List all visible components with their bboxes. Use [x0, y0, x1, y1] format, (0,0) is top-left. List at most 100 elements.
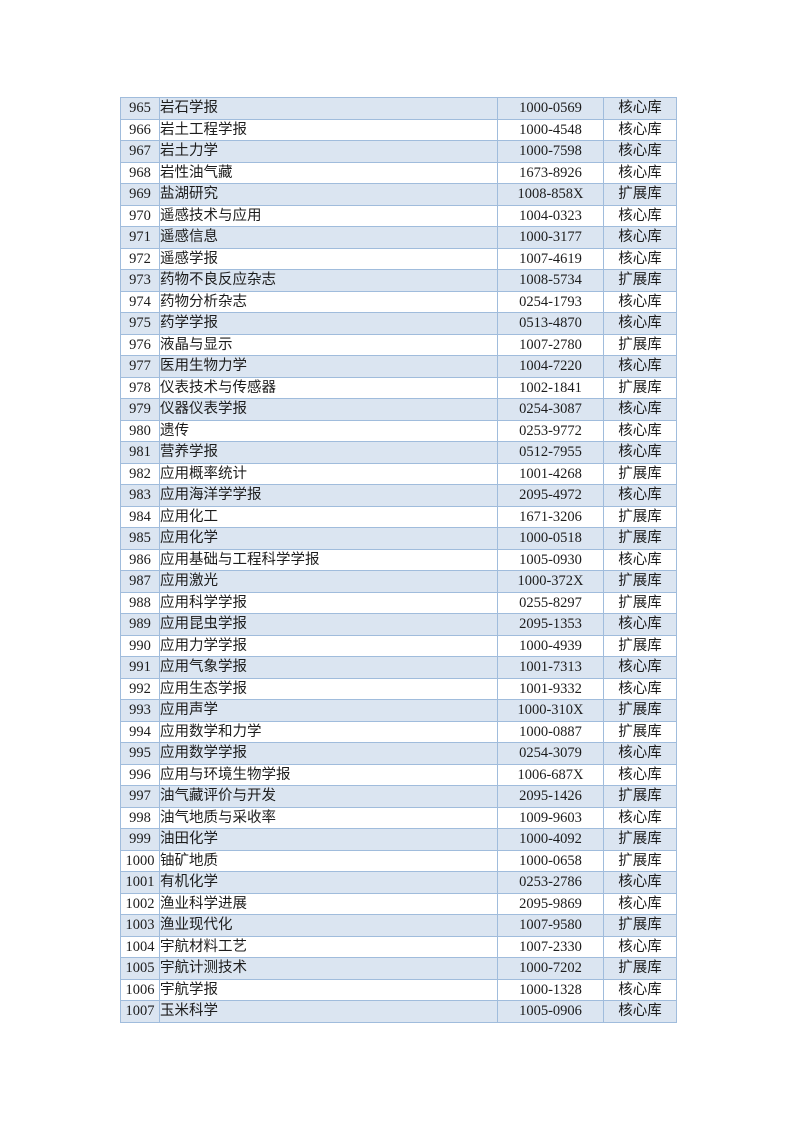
journal-name-cell: 应用气象学报: [159, 656, 498, 679]
journal-name-cell: 仪表技术与传感器: [159, 376, 498, 399]
journal-issn-cell: 0513-4870: [497, 312, 604, 335]
table-row: 966 岩土工程学报 1000-4548 核心库: [120, 118, 677, 141]
journal-issn-cell: 2095-1353: [497, 613, 604, 636]
journal-issn-cell: 1008-858X: [497, 183, 604, 206]
table-row: 977 医用生物力学 1004-7220 核心库: [120, 355, 677, 378]
journal-name-cell: 应用昆虫学报: [159, 613, 498, 636]
journal-name-cell: 油田化学: [159, 828, 498, 851]
table-row: 1005 宇航计测技术 1000-7202 扩展库: [120, 957, 677, 980]
journal-category-cell: 扩展库: [603, 183, 677, 206]
journal-name-cell: 岩石学报: [159, 97, 498, 120]
journal-number-cell: 985: [120, 527, 160, 550]
journal-name-cell: 应用化学: [159, 527, 498, 550]
journal-category-cell: 核心库: [603, 247, 677, 270]
table-row: 993 应用声学 1000-310X 扩展库: [120, 699, 677, 722]
journal-name-cell: 宇航计测技术: [159, 957, 498, 980]
table-row: 1007 玉米科学 1005-0906 核心库: [120, 1000, 677, 1023]
table-row: 989 应用昆虫学报 2095-1353 核心库: [120, 613, 677, 636]
journal-number-cell: 991: [120, 656, 160, 679]
journal-number-cell: 1000: [120, 849, 160, 872]
journal-number-cell: 998: [120, 806, 160, 829]
journal-issn-cell: 1000-3177: [497, 226, 604, 249]
journal-issn-cell: 1005-0906: [497, 1000, 604, 1023]
journal-issn-cell: 1004-0323: [497, 204, 604, 227]
journal-issn-cell: 0512-7955: [497, 441, 604, 464]
journal-issn-cell: 1009-9603: [497, 806, 604, 829]
journal-category-cell: 核心库: [603, 656, 677, 679]
journal-category-cell: 核心库: [603, 355, 677, 378]
journal-category-cell: 核心库: [603, 806, 677, 829]
journal-number-cell: 1005: [120, 957, 160, 980]
journal-number-cell: 971: [120, 226, 160, 249]
journal-category-cell: 扩展库: [603, 462, 677, 485]
journal-issn-cell: 1007-2780: [497, 333, 604, 356]
journal-issn-cell: 1000-0887: [497, 720, 604, 743]
journal-number-cell: 1007: [120, 1000, 160, 1023]
journal-category-cell: 扩展库: [603, 849, 677, 872]
journal-name-cell: 盐湖研究: [159, 183, 498, 206]
journal-issn-cell: 1008-5734: [497, 269, 604, 292]
table-row: 983 应用海洋学学报 2095-4972 核心库: [120, 484, 677, 507]
journal-category-cell: 扩展库: [603, 785, 677, 808]
journal-category-cell: 核心库: [603, 978, 677, 1001]
table-row: 976 液晶与显示 1007-2780 扩展库: [120, 333, 677, 356]
journal-issn-cell: 1007-4619: [497, 247, 604, 270]
journal-category-cell: 核心库: [603, 226, 677, 249]
journal-name-cell: 应用海洋学学报: [159, 484, 498, 507]
table-row: 968 岩性油气藏 1673-8926 核心库: [120, 161, 677, 184]
table-row: 1003 渔业现代化 1007-9580 扩展库: [120, 914, 677, 937]
journal-name-cell: 有机化学: [159, 871, 498, 894]
table-row: 994 应用数学和力学 1000-0887 扩展库: [120, 720, 677, 743]
table-row: 1004 宇航材料工艺 1007-2330 核心库: [120, 935, 677, 958]
journal-category-cell: 扩展库: [603, 527, 677, 550]
table-row: 995 应用数学学报 0254-3079 核心库: [120, 742, 677, 765]
journal-name-cell: 应用激光: [159, 570, 498, 593]
journal-issn-cell: 1000-0518: [497, 527, 604, 550]
journal-name-cell: 玉米科学: [159, 1000, 498, 1023]
table-row: 970 遥感技术与应用 1004-0323 核心库: [120, 204, 677, 227]
journal-number-cell: 979: [120, 398, 160, 421]
journal-name-cell: 应用与环境生物学报: [159, 763, 498, 786]
journal-number-cell: 974: [120, 290, 160, 313]
table-row: 980 遗传 0253-9772 核心库: [120, 419, 677, 442]
journal-category-cell: 核心库: [603, 312, 677, 335]
journal-number-cell: 1006: [120, 978, 160, 1001]
journal-category-cell: 核心库: [603, 204, 677, 227]
journal-category-cell: 核心库: [603, 140, 677, 163]
table-row: 978 仪表技术与传感器 1002-1841 扩展库: [120, 376, 677, 399]
journal-issn-cell: 0254-3079: [497, 742, 604, 765]
table-row: 999 油田化学 1000-4092 扩展库: [120, 828, 677, 851]
table-row: 990 应用力学学报 1000-4939 扩展库: [120, 634, 677, 657]
journal-issn-cell: 1000-310X: [497, 699, 604, 722]
journal-name-cell: 应用声学: [159, 699, 498, 722]
table-row: 988 应用科学学报 0255-8297 扩展库: [120, 591, 677, 614]
journal-name-cell: 应用概率统计: [159, 462, 498, 485]
journal-number-cell: 992: [120, 677, 160, 700]
journal-issn-cell: 1673-8926: [497, 161, 604, 184]
journal-issn-cell: 0254-3087: [497, 398, 604, 421]
journal-number-cell: 972: [120, 247, 160, 270]
journal-number-cell: 966: [120, 118, 160, 141]
table-row: 982 应用概率统计 1001-4268 扩展库: [120, 462, 677, 485]
journal-category-cell: 扩展库: [603, 914, 677, 937]
journal-name-cell: 仪器仪表学报: [159, 398, 498, 421]
journal-name-cell: 铀矿地质: [159, 849, 498, 872]
journal-category-cell: 核心库: [603, 677, 677, 700]
journal-category-cell: 核心库: [603, 161, 677, 184]
journal-issn-cell: 1001-4268: [497, 462, 604, 485]
table-row: 986 应用基础与工程科学学报 1005-0930 核心库: [120, 548, 677, 571]
table-row: 991 应用气象学报 1001-7313 核心库: [120, 656, 677, 679]
journal-number-cell: 1002: [120, 892, 160, 915]
journal-category-cell: 核心库: [603, 548, 677, 571]
table-row: 998 油气地质与采收率 1009-9603 核心库: [120, 806, 677, 829]
journal-number-cell: 970: [120, 204, 160, 227]
table-row: 984 应用化工 1671-3206 扩展库: [120, 505, 677, 528]
journal-issn-cell: 1000-0658: [497, 849, 604, 872]
journal-number-cell: 999: [120, 828, 160, 851]
journal-number-cell: 981: [120, 441, 160, 464]
journal-number-cell: 990: [120, 634, 160, 657]
journal-number-cell: 996: [120, 763, 160, 786]
journal-number-cell: 973: [120, 269, 160, 292]
table-row: 992 应用生态学报 1001-9332 核心库: [120, 677, 677, 700]
journal-category-cell: 核心库: [603, 1000, 677, 1023]
